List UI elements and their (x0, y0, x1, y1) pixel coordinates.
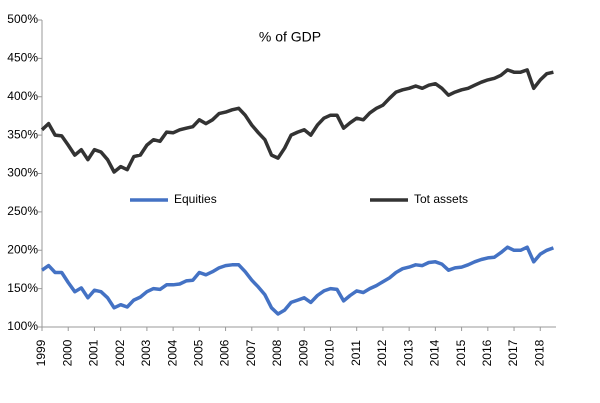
x-tick-label: 2017 (506, 339, 520, 366)
y-tick-label: 500% (7, 12, 38, 26)
x-tick-label: 1999 (34, 339, 48, 366)
y-tick-label: 150% (7, 281, 38, 295)
y-tick-label: 350% (7, 127, 38, 141)
x-tick-label: 2015 (454, 339, 468, 366)
y-tick-label: 200% (7, 242, 38, 256)
y-tick-label: 100% (7, 319, 38, 333)
chart-subtitle: % of GDP (259, 29, 321, 45)
series-line (40, 68, 554, 174)
legend-label: Tot assets (414, 192, 468, 206)
y-tick-label: 300% (7, 166, 38, 180)
y-tick-label: 450% (7, 51, 38, 65)
x-tick-label: 2011 (349, 340, 363, 366)
legend-label: Equities (174, 192, 217, 206)
x-tick-label: 2010 (323, 339, 337, 366)
x-tick-label: 2001 (87, 339, 101, 366)
x-tick-label: 2016 (480, 339, 494, 366)
x-tick-label: 2014 (428, 339, 442, 366)
x-tick-label: 2003 (139, 339, 153, 366)
x-tick-label: 2008 (270, 339, 284, 366)
x-tick-label: 2009 (296, 339, 310, 366)
y-tick-label: 250% (7, 204, 38, 218)
y-tick-label: 400% (7, 89, 38, 103)
series-line (40, 245, 554, 316)
x-tick-label: 2013 (401, 339, 415, 366)
x-tick-label: 2018 (532, 339, 546, 366)
x-tick-label: 2002 (113, 339, 127, 366)
x-tick-label: 2007 (244, 339, 258, 366)
x-tick-label: 2005 (192, 339, 206, 366)
x-tick-label: 2000 (60, 339, 74, 366)
x-tick-label: 2006 (218, 339, 232, 366)
x-tick-label: 2004 (165, 339, 179, 366)
x-tick-label: 2012 (375, 339, 389, 366)
